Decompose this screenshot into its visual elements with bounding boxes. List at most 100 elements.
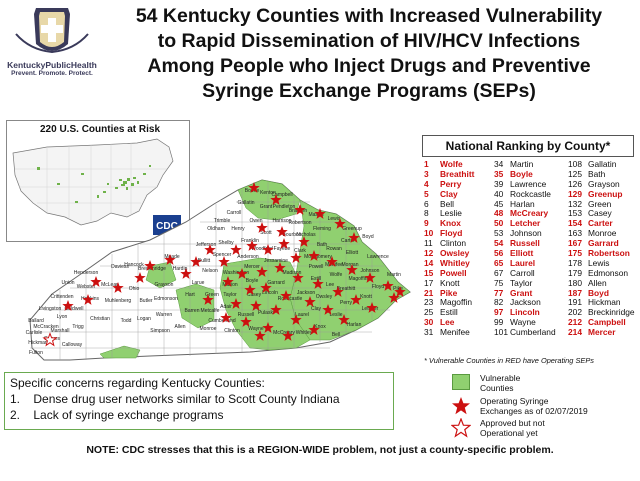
- ranking-row: 54 Russell: [494, 238, 556, 249]
- county-label: Franklin: [241, 238, 259, 244]
- ranking-row: 9 Knox: [424, 218, 474, 229]
- ranking-number: 10: [424, 228, 434, 239]
- county-label: Jackson: [297, 290, 316, 296]
- ranking-row: 1 Wolfe: [424, 159, 474, 170]
- cdc-badge: CDC: [156, 221, 178, 232]
- operating-sep-star: [260, 282, 272, 293]
- ranking-county: McCreary: [510, 208, 549, 219]
- operating-sep-star: [218, 256, 230, 267]
- ranking-county: Lawrence: [510, 178, 547, 189]
- county-label: McLean: [101, 282, 119, 288]
- title-line-4: Syringe Exchange Programs (SEPs): [202, 80, 536, 102]
- county-label: Trigg: [72, 324, 83, 330]
- ranking-county: Estill: [440, 307, 458, 318]
- ranking-number: 34: [494, 159, 504, 169]
- county-label: Woodford: [251, 246, 273, 252]
- ranking-number: 8: [424, 208, 429, 219]
- us-inset-map: CDC: [6, 120, 190, 242]
- ranking-row: 14 Whitley: [424, 258, 474, 269]
- ranking-number: 180: [568, 277, 582, 288]
- county-label: Taylor: [223, 292, 237, 298]
- ranking-row: 56 Elliott: [494, 248, 556, 259]
- ranking-number: 17: [424, 277, 434, 288]
- ranking-number: 202: [568, 307, 582, 318]
- title-line-3: Among People who Inject Drugs and Preven…: [147, 55, 591, 77]
- county-label: Harrison: [273, 218, 292, 224]
- operating-sep-star: [144, 260, 156, 271]
- logo-name: KentuckyPublicHealth: [7, 60, 97, 70]
- legend-vulnerable-text: Vulnerable Counties: [480, 373, 521, 393]
- operating-sep-star: [308, 250, 320, 261]
- operating-sep-star: [82, 294, 94, 305]
- ranking-number: 25: [424, 307, 434, 318]
- ranking-number: 1: [424, 159, 429, 169]
- ranking-number: 75: [494, 277, 504, 288]
- ranking-county: Magoffin: [440, 297, 472, 308]
- concerns-heading: Specific concerns regarding Kentucky Cou…: [10, 376, 265, 390]
- ranking-county: Casey: [588, 208, 612, 219]
- ranking-county: Breckinridge: [588, 307, 635, 318]
- county-label: Clay: [311, 306, 322, 312]
- ranking-row: 5 Clay: [424, 189, 474, 200]
- ranking-row: 175 Robertson: [568, 248, 635, 259]
- county-label: Bell: [332, 332, 340, 338]
- ranking-row: 3 Breathitt: [424, 168, 475, 180]
- approved-sep-star: [42, 332, 58, 347]
- county-label: Clinton: [224, 328, 240, 334]
- us-map-graphic: CDC: [12, 138, 181, 235]
- operating-sep-star: [250, 300, 262, 311]
- ranking-county: Bath: [588, 168, 606, 179]
- operating-sep-star: [278, 238, 290, 249]
- ranking-number: 163: [568, 228, 582, 239]
- ranking-county: Wolfe: [440, 159, 463, 169]
- county-label: Lyon: [57, 314, 68, 320]
- county-label: Livingston: [39, 306, 62, 312]
- ranking-number: 30: [424, 317, 434, 328]
- ranking-number: 153: [568, 208, 582, 219]
- ranking-row: 167 Garrard: [568, 238, 635, 249]
- county-label: Grayson: [155, 282, 174, 288]
- ranking-row: 75 Taylor: [494, 277, 556, 289]
- ranking-row: 153 Casey: [568, 209, 635, 219]
- county-label: Shelby: [218, 240, 234, 246]
- concern-text: Lack of syringe exchange programs: [33, 408, 224, 422]
- county-label: Casey: [247, 292, 262, 298]
- legend-operating-line-2: Exchanges as of 02/07/2019: [480, 406, 588, 416]
- county-label: Ohio: [129, 286, 140, 292]
- county-label: Ballard: [28, 318, 44, 324]
- ranking-number: 125: [568, 168, 582, 179]
- ranking-county: Breathitt: [440, 168, 475, 179]
- ranking-number: 82: [494, 297, 504, 308]
- county-label: Bourbon: [283, 232, 302, 238]
- county-label: Grant: [260, 204, 273, 210]
- ranking-number: 40: [494, 188, 504, 199]
- county-label: Madison: [283, 270, 302, 276]
- ranking-number: 167: [568, 238, 582, 249]
- county-label: Scott: [260, 230, 272, 236]
- ranking-number: 53: [494, 228, 504, 239]
- kentucky-public-health-logo: [15, 8, 89, 54]
- operating-sep-star: [244, 284, 256, 295]
- ranking-number: 175: [568, 248, 582, 259]
- ranking-row: 97 Lincoln: [494, 307, 556, 318]
- ranking-number: 191: [568, 297, 582, 308]
- ranking-row: 31 Menifee: [424, 327, 474, 338]
- ranking-number: 132: [568, 198, 582, 209]
- ranking-row: 11 Clinton: [424, 238, 474, 249]
- county-label: Spencer: [213, 252, 232, 258]
- operating-sep-star: [292, 272, 304, 283]
- operating-sep-star: [388, 292, 400, 303]
- ranking-county: Green: [588, 198, 612, 209]
- ranking-row: 6 Bell: [424, 199, 474, 210]
- approved-sep-stars: [42, 332, 58, 347]
- operating-sep-star: [332, 286, 344, 297]
- ranking-county: Russell: [510, 238, 540, 249]
- operating-sep-star: [382, 280, 394, 291]
- operating-sep-star: [262, 244, 274, 255]
- operating-sep-star: [220, 312, 232, 323]
- ranking-number: 129: [568, 188, 582, 199]
- ranking-row: 45 Harlan: [494, 199, 556, 210]
- operating-sep-star: [230, 244, 242, 255]
- county-label: Rockcastle: [278, 296, 303, 302]
- ranking-number: 187: [568, 287, 582, 298]
